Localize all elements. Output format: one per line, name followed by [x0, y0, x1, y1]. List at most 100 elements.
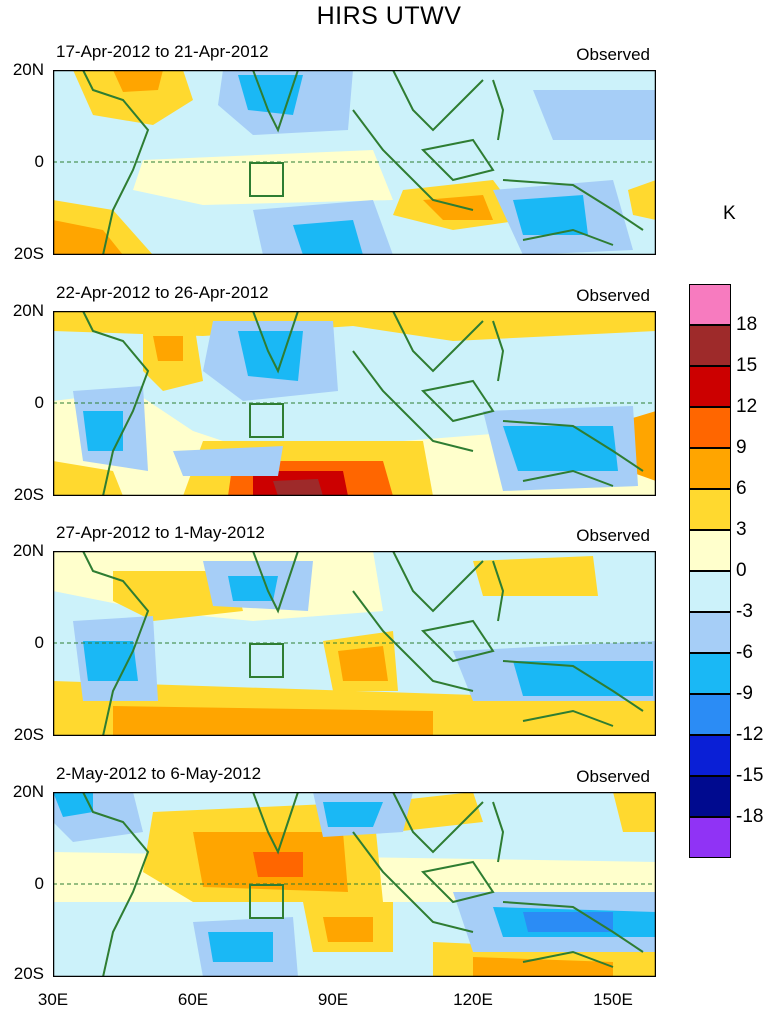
panel-3-ylabel-20s: 20S [13, 725, 44, 744]
panel-4-cool-region [53, 792, 93, 817]
panel-4-date-range: 2-May-2012 to 6-May-2012 [56, 764, 262, 783]
panel-2-warm-region [153, 336, 183, 361]
panel-2-coastline [82, 311, 150, 496]
colorbar-swatch [689, 530, 731, 571]
panel-4-coastline [252, 792, 299, 855]
panel-2-coastline [352, 350, 474, 452]
colorbar-swatch [689, 284, 731, 325]
panel-4-coastline [502, 901, 644, 953]
panel-2-cool-region [83, 411, 123, 451]
panel-1-map [53, 70, 656, 255]
panel-2-coastline [522, 469, 614, 487]
panel-3-coastline [502, 660, 644, 712]
panel-4-warm-region [613, 792, 656, 832]
panel-1-coastline [352, 109, 474, 211]
panel-4-warm-region [253, 852, 303, 877]
panel-1-neutral-region [133, 150, 393, 205]
panel-2-coastline [420, 379, 495, 423]
colorbar-label: 0 [736, 560, 747, 581]
panel-3-coastline [522, 709, 614, 727]
panel-4-coastline [352, 831, 474, 933]
panel-2-coastline [502, 420, 644, 472]
xlabel-120e: 120E [453, 990, 493, 1009]
panel-3-coastline [82, 551, 150, 736]
panel-4-coastline [82, 792, 150, 977]
panel-4-coastline [392, 792, 484, 854]
panel-3-region-box [249, 643, 284, 678]
panel-1-warm-region [73, 70, 193, 125]
colorbar-label: 3 [736, 519, 747, 540]
panel-4-ylabel-20s: 20S [13, 964, 44, 983]
panel-4-ylabel-0: 0 [34, 874, 44, 893]
panel-1-region-box [249, 162, 284, 197]
panel-2-cool-region [173, 446, 283, 476]
panel-3-cool-region [83, 641, 138, 681]
panel-2-cool-region [503, 426, 618, 471]
colorbar-swatch [689, 366, 731, 407]
panel-1-coastline [420, 138, 495, 182]
panel-3-coastline [252, 551, 299, 614]
panel-2-coastline [252, 311, 299, 374]
panel-4-cool-region [523, 912, 613, 932]
panel-2-coastline [392, 311, 484, 373]
colorbar-swatch [689, 653, 731, 694]
panel-4-cool-region [323, 802, 383, 827]
panel-2-ylabel-20s: 20S [13, 485, 44, 504]
colorbar-label: -6 [736, 642, 753, 663]
panel-1-date-range: 17-Apr-2012 to 21-Apr-2012 [56, 42, 269, 61]
colorbar-swatch [689, 448, 731, 489]
panel-4-warm-region [473, 957, 613, 977]
colorbar-swatch [689, 407, 731, 448]
panel-4-ylabel-20n: 20N [12, 782, 44, 801]
panel-1-cool-region [293, 220, 363, 255]
panel-2-warm-region [53, 311, 656, 341]
colorbar-label: 9 [736, 437, 747, 458]
panel-1-ylabel-0: 0 [34, 152, 44, 171]
colorbar-swatch [689, 489, 731, 530]
panel-4-coastline [492, 801, 505, 863]
colorbar-swatch [689, 735, 731, 776]
panel-3-warm-region [473, 556, 598, 596]
xlabel-150e: 150E [593, 990, 633, 1009]
panel-1-coastline [522, 228, 614, 246]
panel-4-coastline [420, 860, 495, 904]
panel-1-coastline [82, 70, 150, 255]
panel-2-map [53, 311, 656, 496]
xlabel-90e: 90E [317, 990, 349, 1009]
panel-1-warm-region [113, 70, 163, 92]
colorbar-label: -12 [736, 724, 764, 745]
panel-1-coastline [392, 70, 484, 132]
panel-3-coastline [352, 590, 474, 692]
panel-1-coastline [252, 70, 299, 133]
colorbar-swatch [689, 776, 731, 817]
colorbar-label: 12 [736, 396, 758, 417]
panel-4-warm-region [323, 917, 373, 942]
panel-1-cool-region [513, 195, 588, 235]
colorbar-label: -3 [736, 601, 753, 622]
panel-2-date-range: 22-Apr-2012 to 26-Apr-2012 [56, 283, 269, 302]
colorbar-swatch [689, 325, 731, 366]
panel-1-coastline [492, 79, 505, 141]
colorbar-swatch [689, 612, 731, 653]
colorbar-swatch [689, 571, 731, 612]
panel-1-ylabel-20s: 20S [13, 244, 44, 263]
xlabel-30e: 30E [37, 990, 69, 1009]
chart-title: HIRS UTWV [316, 2, 462, 30]
panel-2-warm-region [273, 479, 323, 496]
panel-4-coastline [522, 950, 614, 968]
colorbar-label: -9 [736, 683, 753, 704]
panel-1-warm-region [628, 180, 656, 220]
panel-3-map [53, 551, 656, 736]
panel-3-warm-region [113, 706, 433, 736]
colorbar-swatch [689, 694, 731, 735]
panel-2-coastline [492, 320, 505, 382]
panel-4-map [53, 792, 656, 977]
colorbar-label: 6 [736, 478, 747, 499]
panel-1-coastline [502, 179, 644, 231]
panel-2-observed-label: Observed [576, 286, 650, 305]
panel-3-cool-region [513, 661, 653, 696]
panel-4-cool-region [208, 932, 273, 962]
panel-2-region-box [249, 403, 284, 438]
panel-3-coastline [492, 560, 505, 622]
colorbar-swatch [689, 817, 731, 858]
